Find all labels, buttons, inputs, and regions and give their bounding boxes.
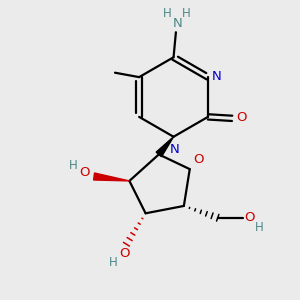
Text: O: O (236, 111, 247, 124)
Text: N: N (172, 17, 182, 30)
Text: H: H (182, 7, 190, 20)
Text: O: O (79, 167, 90, 179)
Text: N: N (212, 70, 221, 83)
Polygon shape (156, 137, 174, 157)
Text: O: O (120, 247, 130, 260)
Text: O: O (193, 153, 204, 166)
Text: H: H (255, 220, 264, 234)
Text: H: H (109, 256, 118, 269)
Polygon shape (94, 173, 129, 181)
Text: H: H (163, 7, 172, 20)
Text: O: O (244, 211, 255, 224)
Text: H: H (69, 159, 78, 172)
Text: N: N (169, 143, 179, 156)
